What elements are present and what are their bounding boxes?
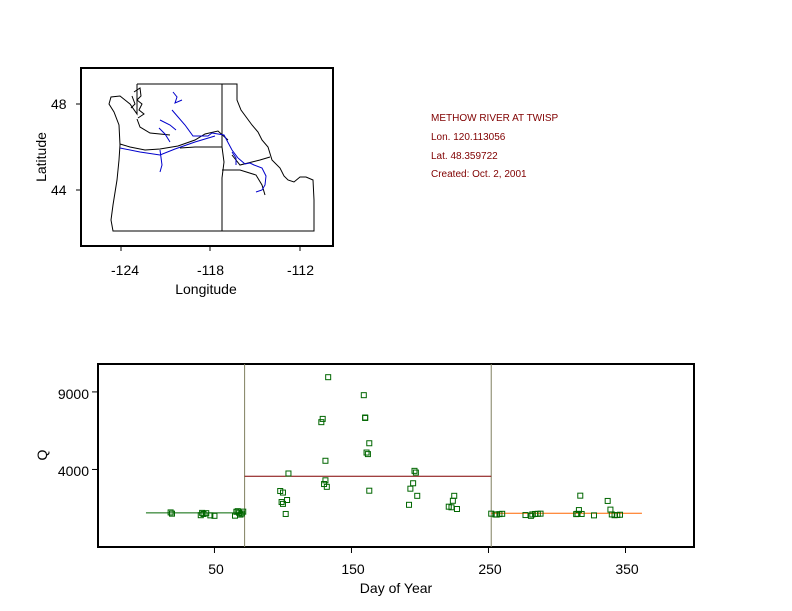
flow-data-point <box>617 511 624 518</box>
flow-data-point <box>578 510 585 517</box>
flow-yaxis-label: Q <box>34 449 50 460</box>
station-lat: Lat. 48.359722 <box>431 151 498 162</box>
map-yaxis-label: Latitude <box>33 132 49 182</box>
state-borders <box>108 83 315 232</box>
flow-data-point <box>364 451 371 458</box>
flow-ytick-label: 4000 <box>58 463 89 479</box>
station-info: METHOW RIVER AT TWISP Lon. 120.113056 La… <box>431 113 559 180</box>
map-axis-ticks <box>76 103 301 251</box>
flow-data-point <box>451 492 458 499</box>
flow-data-point <box>282 510 289 517</box>
map-frame <box>80 67 334 247</box>
flow-data-point <box>411 467 418 474</box>
flow-data-point <box>211 512 218 519</box>
flow-data-point <box>318 419 325 426</box>
flow-data-point <box>322 457 329 464</box>
location-map: -124 -118 -112 48 44 Longitude Latitude <box>33 67 334 297</box>
flow-data-point <box>240 508 247 515</box>
flow-chart: 50 150 250 350 9000 4000 Day of Year Q <box>34 363 695 596</box>
flow-data-point <box>499 510 506 517</box>
flow-marks <box>145 364 642 547</box>
flow-data-point <box>604 497 611 504</box>
created-date: Created: Oct. 2, 2001 <box>431 169 527 180</box>
flow-data-point <box>412 469 419 476</box>
flow-data-point <box>360 392 367 399</box>
flow-data-point <box>590 512 597 519</box>
flow-xtick-label: 350 <box>615 561 639 577</box>
flow-data-point <box>406 501 413 508</box>
flow-xtick-label: 250 <box>478 561 502 577</box>
flow-data-point <box>527 512 534 519</box>
flow-xtick-label: 50 <box>208 561 224 577</box>
station-name: METHOW RIVER AT TWISP <box>431 113 559 124</box>
flow-data-point <box>453 506 460 513</box>
rivers <box>119 91 267 193</box>
flow-data-point <box>410 480 417 487</box>
flow-data-point <box>366 440 373 447</box>
flow-data-point <box>325 374 332 381</box>
flow-data-point <box>577 492 584 499</box>
flow-data-point <box>167 509 174 516</box>
flow-data-point <box>285 470 292 477</box>
flow-data-point <box>207 512 214 519</box>
flow-axis-ticks <box>92 391 626 553</box>
map-xtick-label: -112 <box>287 262 314 278</box>
map-xaxis-label: Longitude <box>175 281 237 297</box>
flow-data-point <box>279 489 286 496</box>
flow-data-point <box>323 483 330 490</box>
flow-xtick-label: 150 <box>341 561 365 577</box>
station-lon: Lon. 120.113056 <box>431 132 506 143</box>
flow-data-point <box>537 510 544 517</box>
flow-data-point <box>168 510 175 517</box>
flow-frame <box>97 363 695 548</box>
flow-ytick-label: 9000 <box>58 386 89 402</box>
flow-data-point <box>197 512 204 519</box>
coastline-detail <box>130 87 145 119</box>
flow-data-point <box>366 487 373 494</box>
flow-data-point <box>363 449 370 456</box>
flow-data-point <box>362 414 369 421</box>
map-xtick-label: -124 <box>111 262 139 278</box>
map-ytick-label: 48 <box>51 96 67 112</box>
flow-xaxis-label: Day of Year <box>360 580 433 596</box>
flow-data-point <box>279 500 286 507</box>
flow-data-point <box>414 492 421 499</box>
flow-data-point <box>238 510 245 517</box>
map-ytick-label: 44 <box>51 182 67 198</box>
flow-data-point <box>574 510 581 517</box>
map-xtick-label: -118 <box>197 262 224 278</box>
flow-data-point <box>284 497 291 504</box>
flow-data-point <box>322 477 329 484</box>
flow-data-point <box>319 415 326 422</box>
